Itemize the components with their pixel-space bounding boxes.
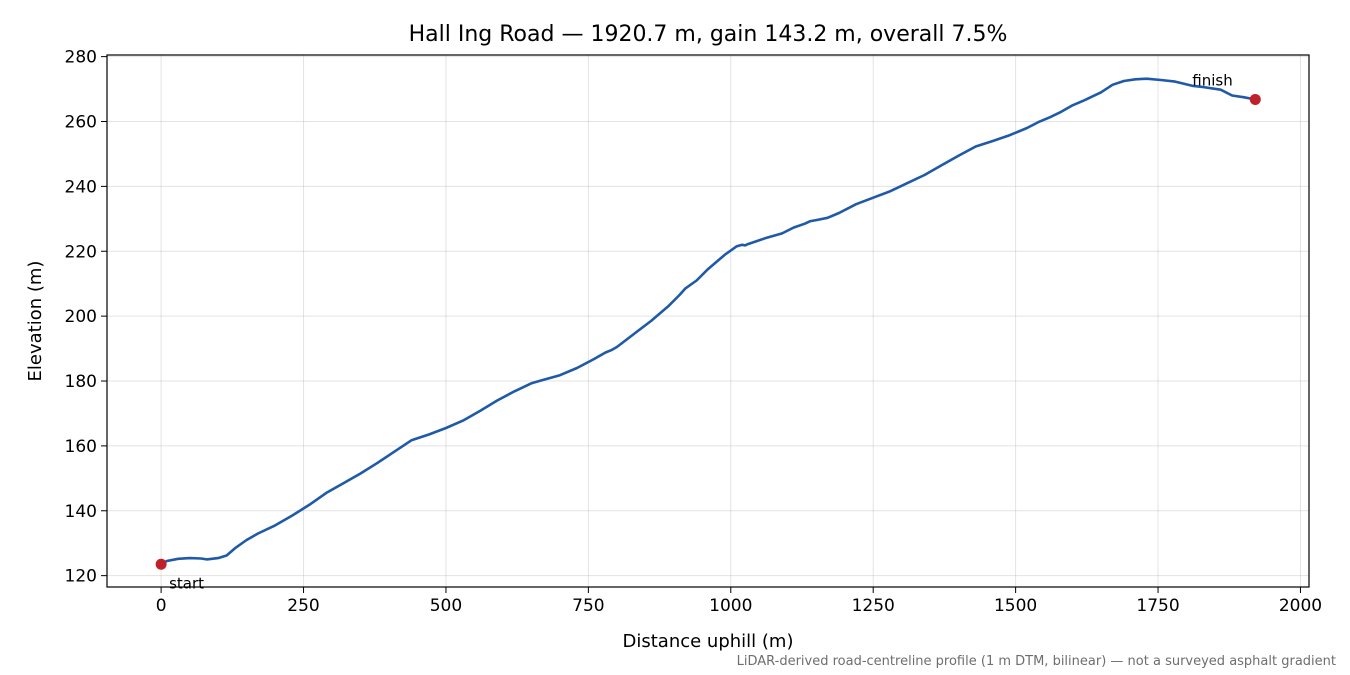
grid-lines xyxy=(107,55,1309,587)
x-axis-label: Distance uphill (m) xyxy=(623,631,794,652)
chart-title: Hall Ing Road — 1920.7 m, gain 143.2 m, … xyxy=(409,22,1008,47)
y-tick-label: 120 xyxy=(65,567,97,587)
y-tick-label: 140 xyxy=(65,502,97,522)
x-tick-label: 2000 xyxy=(1279,596,1322,616)
x-tick-label: 0 xyxy=(156,596,167,616)
x-tick-label: 500 xyxy=(430,596,462,616)
marker-labels: start finish xyxy=(169,71,1233,592)
x-tick-label: 1000 xyxy=(709,596,752,616)
elevation-profile-line xyxy=(159,77,1257,566)
y-tick-label: 260 xyxy=(65,113,97,133)
y-tick-label: 180 xyxy=(65,372,97,392)
finish-marker xyxy=(1249,93,1261,105)
footnote: LiDAR-derived road-centreline profile (1… xyxy=(737,654,1336,669)
y-axis-label: Elevation (m) xyxy=(25,261,46,382)
finish-label: finish xyxy=(1192,71,1232,89)
y-tick-label: 200 xyxy=(65,307,97,327)
y-tick-label: 280 xyxy=(65,48,97,68)
x-tick-label: 1750 xyxy=(1136,596,1179,616)
x-tick-label: 1500 xyxy=(994,596,1037,616)
start-label: start xyxy=(169,574,204,592)
x-axis: 0 250 500 750 1000 1250 1500 1750 2000 xyxy=(156,587,1322,616)
x-tick-label: 750 xyxy=(572,596,604,616)
plot-area-frame xyxy=(106,54,1310,588)
y-tick-label: 160 xyxy=(65,437,97,457)
y-tick-label: 240 xyxy=(65,177,97,197)
x-tick-label: 1250 xyxy=(852,596,895,616)
y-tick-label: 220 xyxy=(65,242,97,262)
start-marker xyxy=(155,558,167,570)
y-axis: 120 140 160 180 200 220 240 260 280 xyxy=(65,48,107,587)
x-tick-label: 250 xyxy=(287,596,319,616)
series-marks xyxy=(155,77,1261,570)
